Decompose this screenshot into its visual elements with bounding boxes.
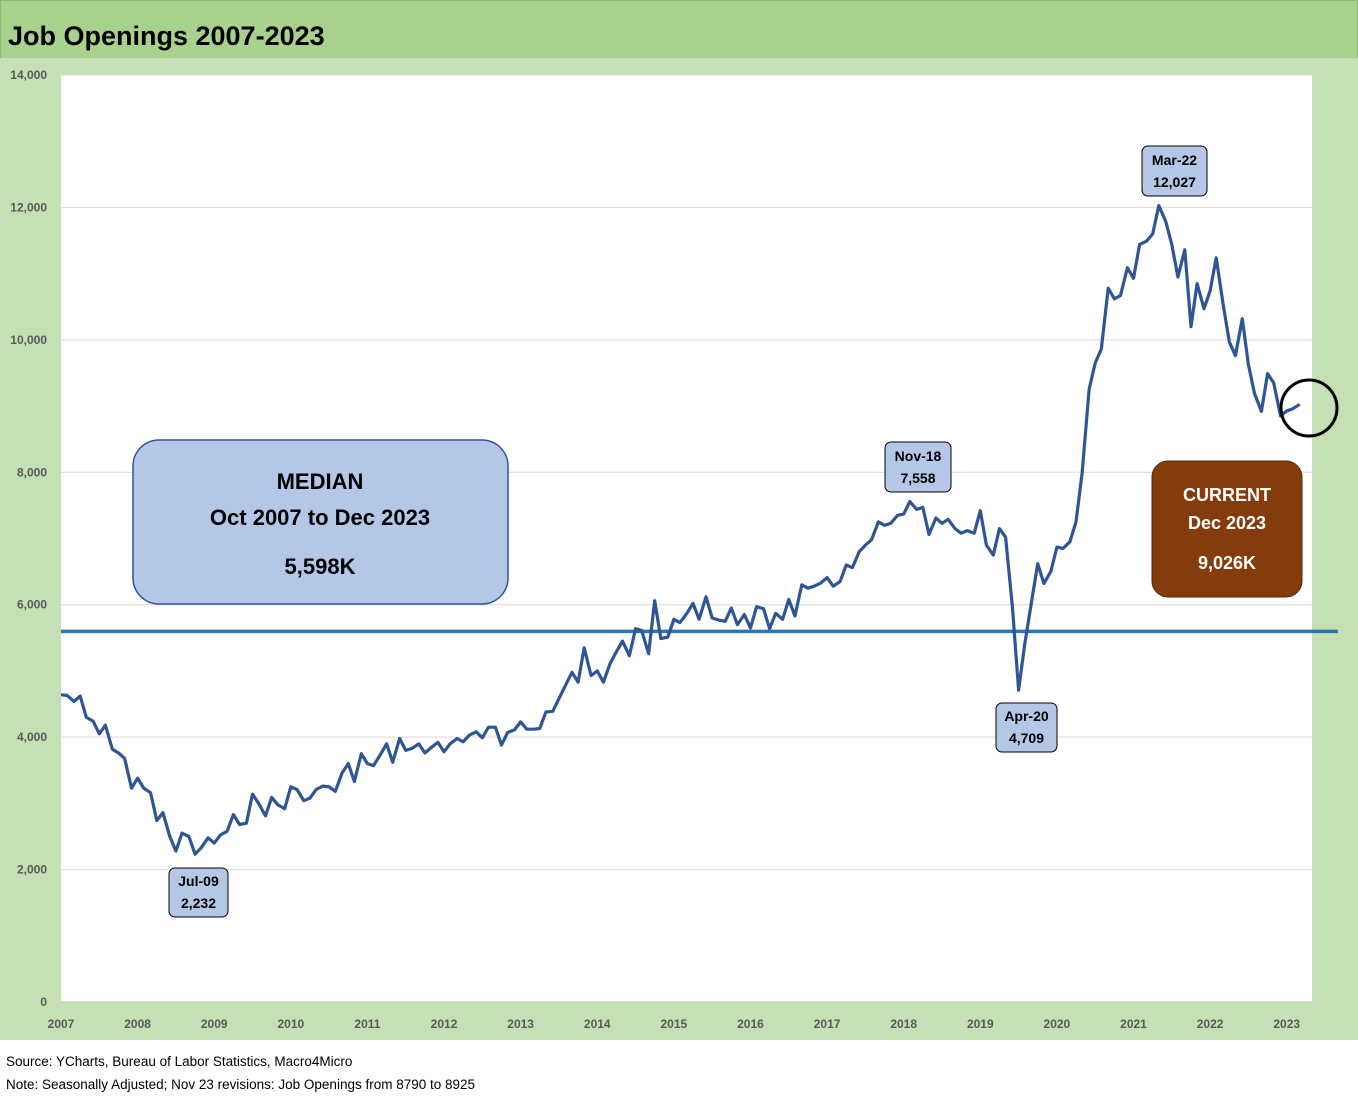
source-note: Source: YCharts, Bureau of Labor Statist… bbox=[6, 1054, 353, 1069]
line-chart: 02,0004,0006,0008,00010,00012,00014,000 … bbox=[10, 68, 1339, 1031]
y-tick-label: 12,000 bbox=[10, 200, 47, 214]
job-openings-line bbox=[60, 204, 1301, 856]
x-tick-label: 2019 bbox=[967, 1017, 994, 1031]
y-tick-label: 0 bbox=[40, 995, 47, 1009]
callout-nov18-label: Nov-18 bbox=[895, 448, 942, 464]
footer: Source: YCharts, Bureau of Labor Statist… bbox=[6, 1050, 475, 1096]
x-tick-label: 2008 bbox=[124, 1017, 151, 1031]
x-tick-label: 2015 bbox=[661, 1017, 688, 1031]
x-tick-label: 2021 bbox=[1120, 1017, 1147, 1031]
current-box-title: CURRENT bbox=[1183, 485, 1271, 505]
callout-jul09-value: 2,232 bbox=[181, 895, 216, 911]
median-box-period: Oct 2007 to Dec 2023 bbox=[210, 505, 430, 530]
median-box-title: MEDIAN bbox=[277, 469, 364, 494]
current-box-value: 9,026K bbox=[1198, 553, 1256, 573]
chart-title: Job Openings 2007-2023 bbox=[8, 21, 325, 51]
callout-nov18-value: 7,558 bbox=[900, 470, 935, 486]
x-tick-label: 2020 bbox=[1044, 1017, 1071, 1031]
current-highlight-circle bbox=[1279, 378, 1339, 438]
callout-mar22-value: 12,027 bbox=[1153, 174, 1196, 190]
x-tick-label: 2023 bbox=[1273, 1017, 1300, 1031]
x-tick-label: 2017 bbox=[814, 1017, 841, 1031]
x-tick-label: 2007 bbox=[48, 1017, 75, 1031]
x-tick-label: 2013 bbox=[507, 1017, 534, 1031]
x-tick-label: 2016 bbox=[737, 1017, 764, 1031]
callout-nov18: Nov-18 7,558 bbox=[884, 441, 952, 493]
y-tick-label: 4,000 bbox=[17, 730, 47, 744]
callout-apr20: Apr-20 4,709 bbox=[995, 702, 1058, 753]
chart-area: 0 2,000 4,000 6,000 8,000 10,000 12,000 14,000 … bbox=[0, 58, 1358, 1040]
y-tick-label: 14,000 bbox=[10, 68, 47, 82]
x-tick-label: 2022 bbox=[1197, 1017, 1224, 1031]
callout-mar22: Mar-22 12,027 bbox=[1141, 145, 1208, 197]
current-box-period: Dec 2023 bbox=[1188, 513, 1266, 533]
x-tick-label: 2014 bbox=[584, 1017, 611, 1031]
x-tick-label: 2009 bbox=[201, 1017, 228, 1031]
callout-jul09-label: Jul-09 bbox=[178, 873, 219, 889]
y-axis-labels: 0 2,000 4,000 6,000 8,000 10,000 12,000 14,000 bbox=[10, 68, 47, 1009]
x-tick-label: 2011 bbox=[354, 1017, 380, 1031]
callout-mar22-label: Mar-22 bbox=[1152, 152, 1197, 168]
callout-apr20-value: 4,709 bbox=[1009, 730, 1044, 746]
chart-header: Job Openings 2007-2023 bbox=[0, 0, 1358, 59]
x-axis-labels: 2007 2008 2009 2010 2011 2012 2013 2014 2015 2016… bbox=[48, 1017, 1301, 1031]
seasonal-note: Note: Seasonally Adjusted; Nov 23 revisi… bbox=[6, 1077, 476, 1092]
callout-apr20-label: Apr-20 bbox=[1004, 708, 1049, 724]
x-tick-label: 2012 bbox=[431, 1017, 458, 1031]
x-tick-label: 2010 bbox=[277, 1017, 304, 1031]
y-tick-label: 2,000 bbox=[17, 863, 47, 877]
y-tick-label: 6,000 bbox=[17, 598, 47, 612]
callout-jul09: Jul-09 2,232 bbox=[168, 867, 229, 918]
median-box-value: 5,598K bbox=[285, 554, 356, 579]
y-tick-label: 10,000 bbox=[10, 333, 47, 347]
y-tick-label: 8,000 bbox=[17, 465, 47, 479]
x-tick-label: 2018 bbox=[890, 1017, 917, 1031]
median-box: MEDIAN Oct 2007 to Dec 2023 5,598K bbox=[132, 439, 509, 605]
current-box: CURRENT Dec 2023 9,026K bbox=[1151, 460, 1303, 598]
